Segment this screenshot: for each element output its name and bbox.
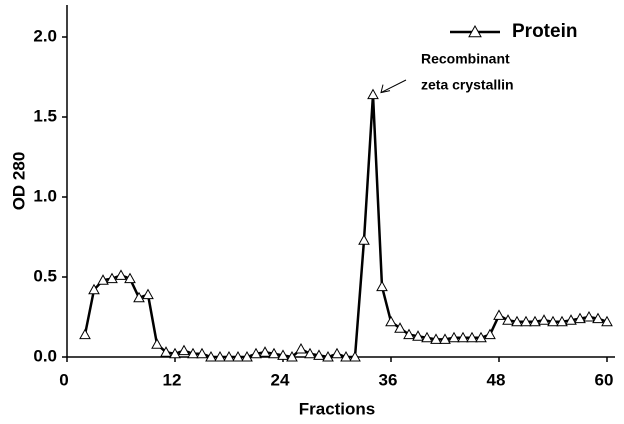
data-point xyxy=(592,312,604,324)
y-tick-label: 0.5 xyxy=(33,266,57,285)
data-point xyxy=(313,349,325,360)
data-point xyxy=(88,283,100,295)
data-point xyxy=(511,315,523,327)
data-point xyxy=(178,344,190,356)
data-point xyxy=(160,346,172,357)
data-point xyxy=(349,350,361,362)
data-point xyxy=(232,350,244,362)
data-point xyxy=(304,347,316,359)
data-point xyxy=(295,342,307,354)
data-point xyxy=(448,331,460,343)
y-tick-label: 0.0 xyxy=(33,346,57,365)
data-point xyxy=(574,312,586,324)
data-point xyxy=(169,347,181,359)
annotation-text: zeta crystallin xyxy=(421,77,514,93)
data-point xyxy=(457,331,469,343)
data-point xyxy=(79,328,91,340)
data-point xyxy=(394,322,406,333)
annotation-text: Recombinant xyxy=(421,51,510,67)
data-point xyxy=(484,328,496,340)
data-point xyxy=(97,274,109,285)
data-point xyxy=(421,331,433,343)
data-point xyxy=(223,350,235,362)
data-point xyxy=(241,350,253,362)
data-point xyxy=(430,333,442,344)
y-tick-label: 1.5 xyxy=(33,106,57,125)
data-point xyxy=(250,347,262,359)
legend-marker xyxy=(468,24,482,38)
data-point xyxy=(412,330,424,341)
data-point xyxy=(277,349,289,360)
data-point xyxy=(439,333,451,344)
data-point xyxy=(556,315,568,327)
data-point xyxy=(529,315,541,327)
legend-label: Protein xyxy=(512,21,577,42)
annotation-arrowhead xyxy=(380,84,391,94)
data-point xyxy=(520,315,532,327)
data-point xyxy=(151,338,163,349)
annotation-arrow xyxy=(380,79,407,94)
data-point xyxy=(385,315,397,327)
x-tick-label: 48 xyxy=(487,370,506,389)
x-tick-label: 36 xyxy=(379,370,398,389)
data-point xyxy=(601,315,613,327)
data-point xyxy=(475,331,487,343)
data-point xyxy=(133,291,145,303)
data-point xyxy=(142,288,154,300)
data-point xyxy=(106,272,118,284)
y-tick-label: 1.0 xyxy=(33,186,57,205)
data-point xyxy=(115,269,127,280)
data-point xyxy=(124,272,136,284)
data-point xyxy=(358,234,370,245)
data-point xyxy=(187,347,199,359)
data-point xyxy=(214,350,226,362)
y-axis-label: OD 280 xyxy=(9,152,28,211)
data-point xyxy=(466,331,478,343)
data-line xyxy=(83,94,608,359)
data-point xyxy=(322,350,334,362)
data-point xyxy=(268,347,280,359)
x-axis-label: Fractions xyxy=(299,399,376,418)
data-point xyxy=(340,350,352,362)
data-point xyxy=(331,347,343,359)
x-tick-label: 12 xyxy=(163,370,182,389)
data-point xyxy=(205,350,217,362)
data-point xyxy=(286,350,298,362)
x-tick-label: 60 xyxy=(595,370,614,389)
data-point xyxy=(547,315,559,327)
data-point xyxy=(367,88,379,100)
data-point xyxy=(403,328,415,340)
data-point xyxy=(376,280,388,292)
data-point xyxy=(565,314,577,325)
data-point xyxy=(196,347,208,359)
data-point xyxy=(502,314,514,325)
x-tick-label: 0 xyxy=(59,370,68,389)
y-tick-label: 2.0 xyxy=(33,26,57,45)
data-point xyxy=(493,309,505,320)
data-point xyxy=(259,346,271,357)
x-tick-label: 24 xyxy=(271,370,290,389)
data-point xyxy=(538,314,550,325)
data-point xyxy=(583,310,595,322)
